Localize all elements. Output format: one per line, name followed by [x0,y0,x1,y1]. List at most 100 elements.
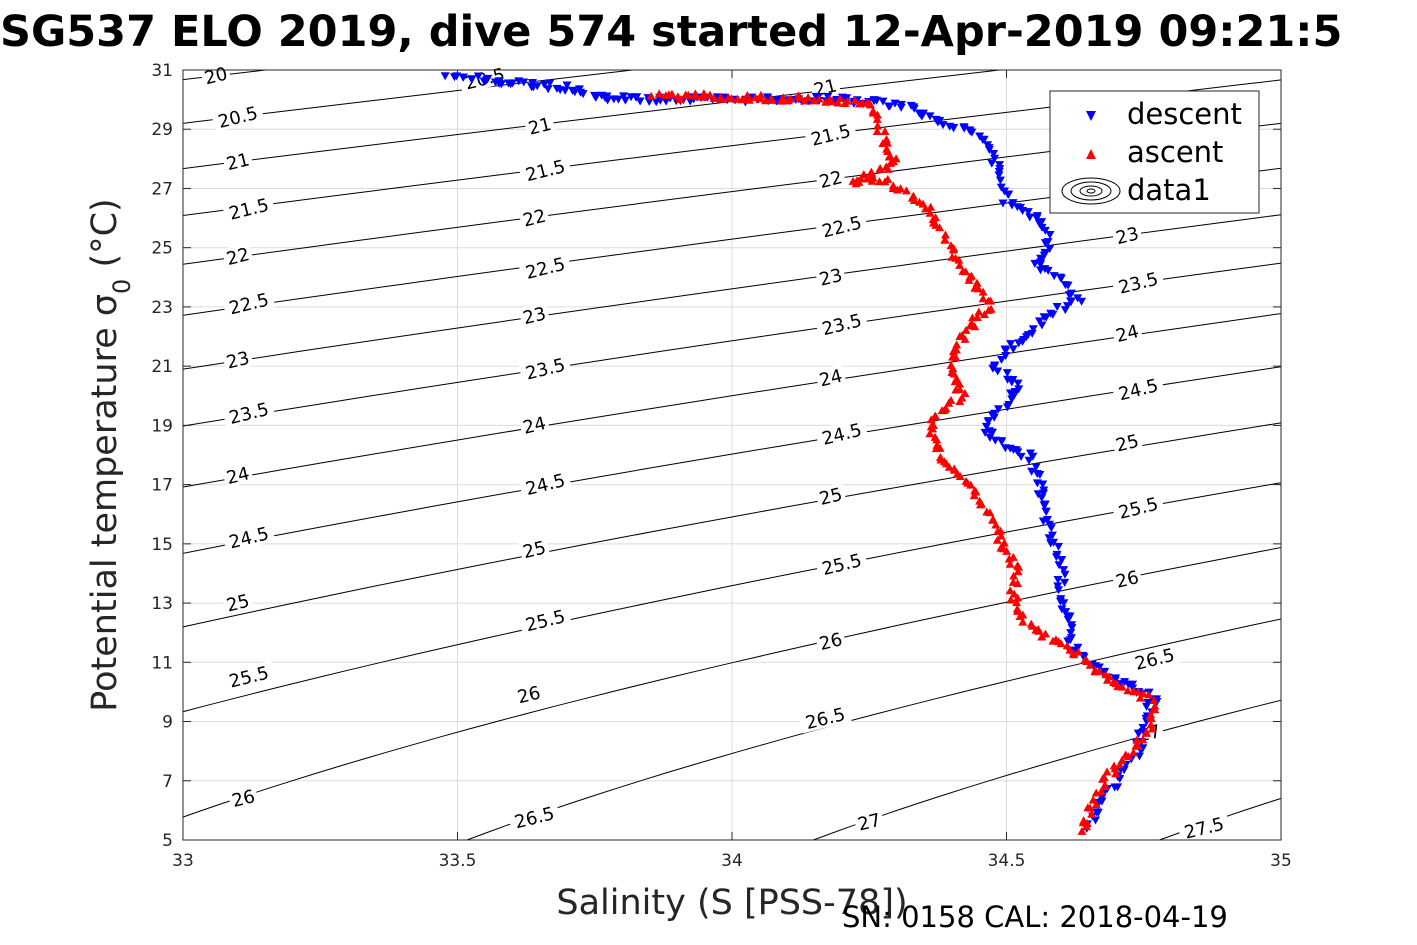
descent-point [988,428,998,437]
contour-label-bg [221,346,254,373]
ascent-point [1133,687,1143,696]
descent-point [1064,291,1074,300]
descent-point [1128,680,1138,689]
ascent-point [1117,682,1127,691]
descent-point [578,90,588,99]
footer-calibration-text: SN: 0158 CAL: 2018-04-19 [842,900,1228,934]
descent-point [1048,310,1058,319]
contour-label: 23 [814,263,847,291]
ascent-point [1111,769,1121,778]
y-axis-label-unit: (°C) [85,198,125,267]
descent-point [967,128,977,137]
ascent-point [931,412,941,421]
descent-point [1031,463,1041,472]
ascent-point [852,176,862,185]
descent-point [925,112,935,121]
ascent-point [803,93,813,102]
ascent-point [1146,714,1156,723]
contour-label-bg [853,808,886,835]
descent-point [466,75,476,84]
contour-label-bg [221,461,254,488]
descent-point [990,154,1000,163]
y-tick-label: 27 [151,179,173,199]
ascent-point [1083,803,1093,812]
ascent-point [833,98,843,107]
ascent-point [1138,735,1148,744]
descent-point [1013,448,1023,457]
ascent-point [985,508,995,517]
sigma-contour-line [183,122,1281,265]
ascent-point [654,89,664,98]
descent-point [1034,317,1044,326]
descent-point [632,93,642,102]
contour-label-bg [1111,565,1144,592]
descent-point [878,97,888,106]
ascent-point [950,377,960,386]
descent-point [1008,445,1018,454]
descent-point [987,159,997,168]
ascent-point [948,364,958,373]
ascent-point [1018,610,1028,619]
y-tick-label: 21 [151,357,173,377]
ascent-point [1002,546,1012,555]
contour-label-bg [518,411,551,438]
descent-point [1134,752,1144,761]
ascent-point [1100,782,1110,791]
descent-point [938,121,948,130]
contour-label-bg [814,307,869,340]
descent-point [990,436,1000,445]
descent-point [543,85,553,94]
ascent-point [880,177,890,186]
y-axis-ticks: 5 7 9 11 13 15 17 19 21 23 25 27 29 31 [151,61,1281,851]
descent-point [918,109,928,118]
y-tick-label: 11 [151,653,173,673]
descent-point [1063,637,1073,646]
descent-point [1141,702,1151,711]
legend-ascent-marker [1086,149,1096,159]
descent-point [508,79,518,88]
ascent-point [955,260,965,269]
x-axis-label: Salinity (S [PSS-78]) [556,883,907,923]
descent-point [993,367,1003,376]
ascent-point [966,480,976,489]
descent-point [613,95,623,104]
ascent-point [932,435,942,444]
ascent-point [967,313,977,322]
ascent-point [955,397,965,406]
contour-label-bg [221,287,276,319]
descent-point [1043,238,1053,247]
ascent-point [873,110,883,119]
ascent-point [692,91,702,100]
ascent-point [940,230,950,239]
ascent-point [1082,822,1092,831]
descent-point [989,413,999,422]
contour-label: 22 [518,204,551,232]
y-axis-label: Potential temperature σ0 (°C) [85,198,136,711]
contour-label-bg [518,604,572,636]
descent-point [1057,556,1067,565]
descent-point [440,72,450,81]
ascent-point [978,294,988,303]
descent-point [1004,190,1014,199]
ascent-point [1102,675,1112,684]
contour-label-bg [1111,491,1165,524]
descent-point [1039,313,1049,322]
contour-label: 25 [814,482,847,510]
ascent-point [850,96,860,105]
descent-point [1054,542,1064,551]
ascent-point [1004,554,1014,563]
ascent-point [1109,761,1119,770]
ascent-point [872,114,882,123]
contour-label: 22 [221,242,254,270]
ascent-point [760,96,770,105]
ascent-point [1077,826,1087,835]
ascent-point [1056,639,1066,648]
y-tick-label: 25 [151,239,173,259]
ascent-point [872,126,882,135]
descent-point [989,363,999,372]
ascent-point [961,267,971,276]
contour-label-bg [227,784,260,811]
descent-point [1134,730,1144,739]
descent-point [1066,629,1076,638]
